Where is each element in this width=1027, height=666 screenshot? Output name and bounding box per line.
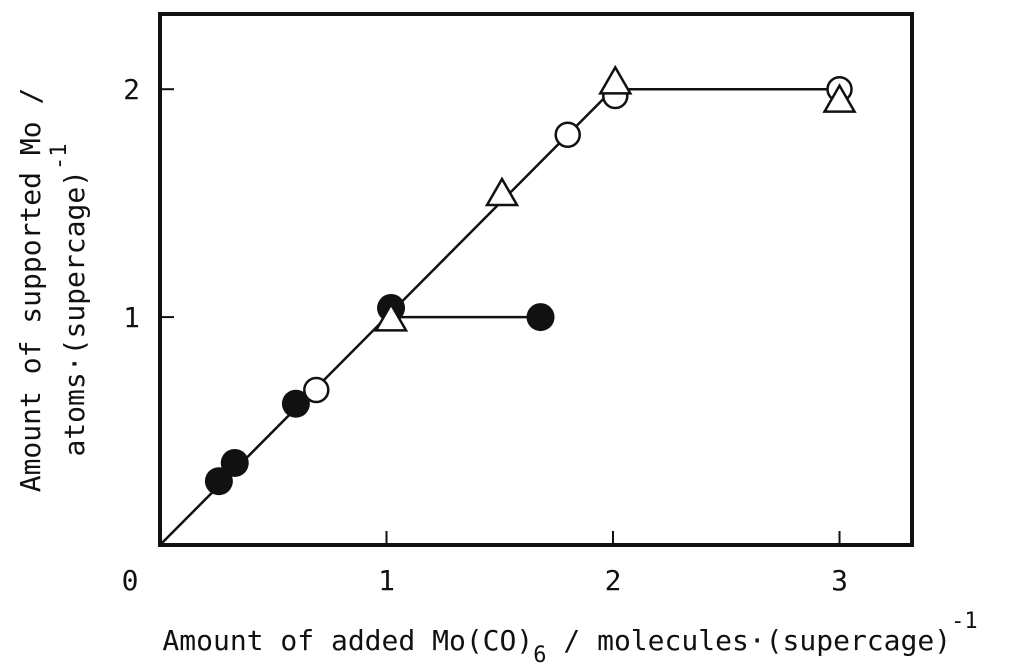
x-tick-label: 0 (122, 564, 139, 597)
triangle-point (598, 64, 633, 95)
filled-circle-point (526, 303, 555, 332)
filled-circle-point (204, 467, 233, 496)
y-tick-label: 2 (123, 73, 140, 106)
x-tick-label: 3 (831, 564, 848, 597)
y-axis-label: Amount of supported Mo / (14, 88, 47, 493)
plot-frame (158, 12, 914, 547)
y-tick-label: 1 (123, 301, 140, 334)
filled-circle-point (281, 389, 310, 418)
y-axis-label: atoms·(supercage)-1 (47, 143, 91, 456)
x-axis-label: Amount of added Mo(CO)6 / molecules·(sup… (162, 609, 977, 666)
triangle-point (484, 176, 520, 207)
triangle-point (373, 301, 409, 332)
x-tick-label: 1 (378, 564, 395, 597)
x-tick-label: 2 (605, 564, 622, 597)
open-circle-point (303, 376, 330, 404)
triangle-point (822, 83, 857, 113)
open-circle-point (554, 121, 581, 149)
filled-circle-point (220, 448, 249, 477)
